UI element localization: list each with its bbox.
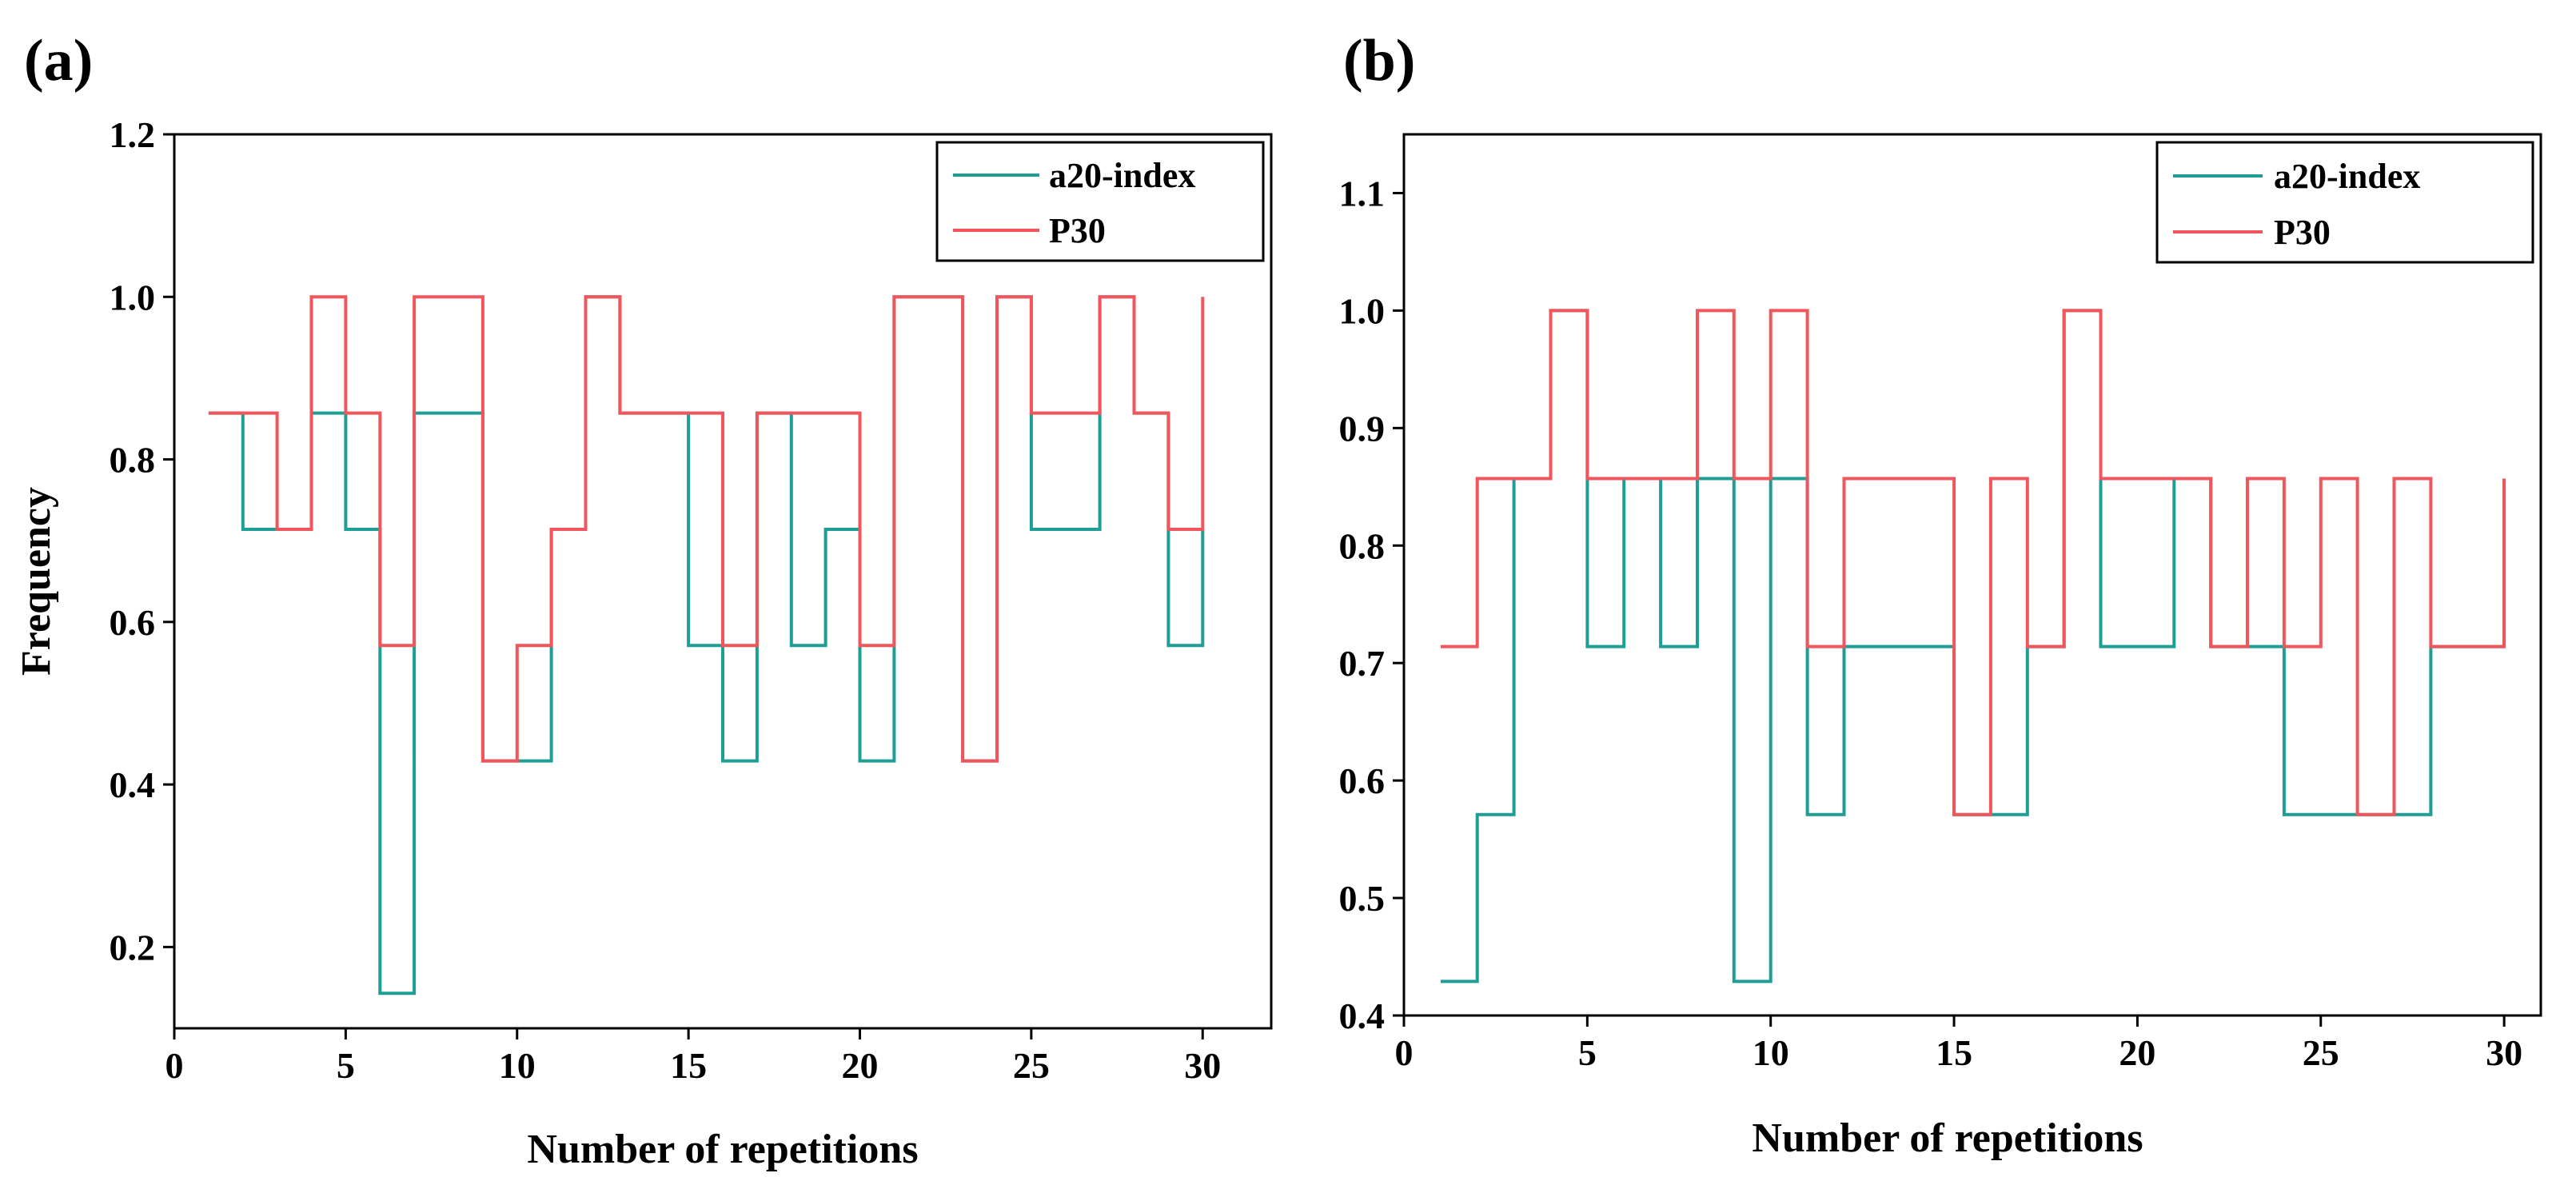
y-axis-title: Frequency: [14, 487, 59, 676]
x-tick-label: 20: [842, 1045, 879, 1086]
chart-panel-b: (b) 0 5 10 15 20 25 30 0.4 0.5 0.6 0.7 0.8 0.9 1.0 1.…: [1339, 28, 2542, 1161]
x-tick-label: 0: [1395, 1032, 1414, 1073]
legend-box: [2155, 141, 2534, 264]
y-tick-label: 0.6: [1339, 760, 1386, 801]
x-tick-label: 10: [499, 1045, 536, 1086]
y-tick-label: 0.7: [1339, 643, 1386, 684]
y-tick-label: 1.2: [110, 114, 156, 155]
x-axis-title: Number of repetitions: [527, 1127, 918, 1172]
plot-frame: [173, 133, 1273, 1030]
y-axis: 0.4 0.5 0.6 0.7 0.8 0.9 1.0 1.1: [1339, 173, 1404, 1036]
x-tick-label: 30: [1184, 1045, 1221, 1086]
series-layer: [1440, 309, 2506, 984]
panel-label: (b): [1343, 28, 1415, 94]
y-tick-label: 1.0: [110, 277, 156, 317]
legend-label-a20-index: a20-index: [2274, 157, 2420, 196]
legend-label-a20-index: a20-index: [1049, 156, 1195, 195]
y-tick-label: 0.8: [1339, 525, 1386, 566]
y-tick-label: 1.1: [1339, 173, 1386, 213]
y-tick-label: 0.8: [110, 440, 156, 481]
plot-frame: [1402, 133, 2542, 1017]
x-tick-label: 20: [2119, 1032, 2155, 1073]
legend-box: [935, 141, 1265, 262]
x-axis: 0 5 10 15 20 25 30: [165, 1028, 1221, 1086]
series-line-p30[interactable]: [1440, 309, 2506, 816]
y-axis: 0.2 0.4 0.6 0.8 1.0 1.2: [110, 114, 174, 968]
y-tick-label: 0.5: [1339, 878, 1386, 919]
x-tick-label: 15: [670, 1045, 707, 1086]
y-tick-label: 0.4: [1339, 996, 1386, 1036]
legend[interactable]: a20-index P30: [935, 141, 1265, 262]
series-line-a20-index[interactable]: [1440, 309, 2506, 984]
x-tick-label: 30: [2486, 1032, 2522, 1073]
x-tick-label: 25: [2303, 1032, 2339, 1073]
panel-label: (a): [24, 28, 93, 94]
x-tick-label: 0: [165, 1045, 184, 1086]
x-tick-label: 10: [1753, 1032, 1789, 1073]
x-tick-label: 25: [1013, 1045, 1050, 1086]
y-tick-label: 0.4: [110, 764, 156, 805]
chart-panel-a: (a) 0 5 10 15 20 25 30 0.2 0.4 0.6 0.8 1.0 1.2 Numb…: [14, 28, 1273, 1172]
y-tick-label: 0.9: [1339, 408, 1386, 449]
y-tick-label: 0.2: [110, 927, 156, 968]
y-tick-label: 0.6: [110, 602, 156, 643]
x-axis-title: Number of repetitions: [1752, 1115, 2143, 1161]
series-line-a20-index[interactable]: [208, 295, 1205, 996]
y-tick-label: 1.0: [1339, 290, 1386, 331]
legend-label-p30: P30: [1049, 211, 1106, 250]
x-tick-label: 5: [337, 1045, 355, 1086]
legend-label-p30: P30: [2274, 213, 2331, 252]
x-tick-label: 15: [1936, 1032, 1972, 1073]
series-layer: [208, 295, 1205, 996]
x-tick-label: 5: [1578, 1032, 1597, 1073]
legend[interactable]: a20-index P30: [2155, 141, 2534, 264]
x-axis: 0 5 10 15 20 25 30: [1395, 1015, 2522, 1073]
series-line-p30[interactable]: [208, 295, 1205, 763]
